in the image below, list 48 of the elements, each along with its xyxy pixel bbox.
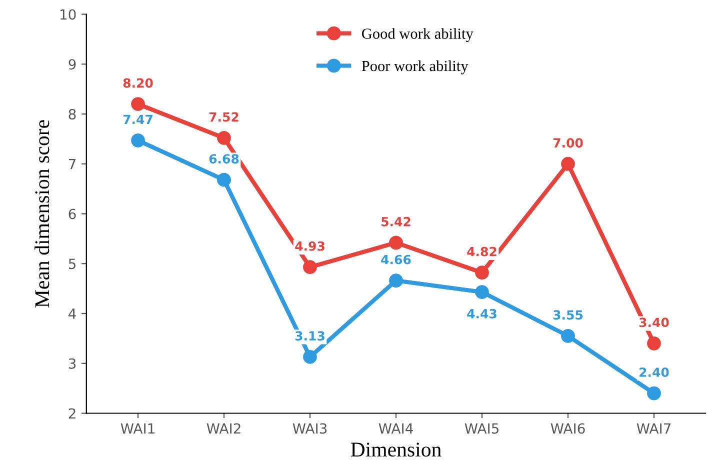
data-label: 4.93 — [295, 241, 324, 251]
data-label: 4.43 — [467, 308, 496, 318]
y-axis-title: Mean dimension score — [34, 120, 50, 308]
data-label: 7.52 — [209, 112, 238, 122]
point — [217, 130, 231, 145]
x-tick-label: WAI4 — [378, 423, 413, 434]
data-label: 6.68 — [209, 154, 239, 164]
data-label: 3.13 — [295, 331, 324, 341]
point — [131, 133, 145, 148]
point — [131, 97, 145, 111]
point — [217, 172, 231, 187]
data-label: 5.42 — [382, 216, 410, 226]
point — [303, 350, 317, 364]
y-tick-label: 3 — [68, 358, 76, 369]
x-axis-title: Dimension — [350, 442, 442, 457]
point — [475, 285, 489, 299]
y-tick-label: 5 — [68, 258, 76, 270]
data-label: 3.40 — [639, 318, 669, 328]
data-label: 7.00 — [553, 138, 583, 148]
data-label: 2.40 — [640, 368, 669, 377]
point — [647, 336, 661, 350]
y-tick-label: 6 — [68, 208, 76, 220]
y-tick-label: 10 — [60, 9, 76, 20]
y-tick-label: 7 — [68, 159, 76, 170]
y-tick-label: 8 — [68, 108, 76, 120]
data-label: 4.82 — [467, 246, 496, 256]
point — [475, 266, 489, 280]
y-tick-label: 9 — [68, 59, 76, 70]
point — [561, 156, 575, 171]
data-label: 4.66 — [381, 254, 411, 264]
x-tick-label: WAI3 — [292, 423, 327, 434]
x-tick-label: WAI6 — [550, 423, 585, 434]
data-label: 3.55 — [553, 310, 583, 320]
point — [389, 236, 403, 250]
point — [647, 386, 661, 400]
y-tick-label: 4 — [68, 308, 76, 319]
x-tick-label: WAI1 — [120, 423, 154, 434]
data-label: 8.20 — [123, 78, 153, 88]
point — [389, 274, 403, 288]
legend-label: Poor work ability — [362, 60, 468, 74]
x-tick-label: WAI5 — [464, 423, 498, 434]
point — [303, 260, 317, 274]
legend-label: Good work ability — [362, 28, 474, 42]
data-label: 7.47 — [123, 114, 152, 124]
x-tick-label: WAI7 — [636, 423, 671, 434]
x-tick-label: WAI2 — [206, 423, 240, 434]
y-tick-label: 2 — [68, 408, 76, 419]
point — [561, 329, 575, 343]
